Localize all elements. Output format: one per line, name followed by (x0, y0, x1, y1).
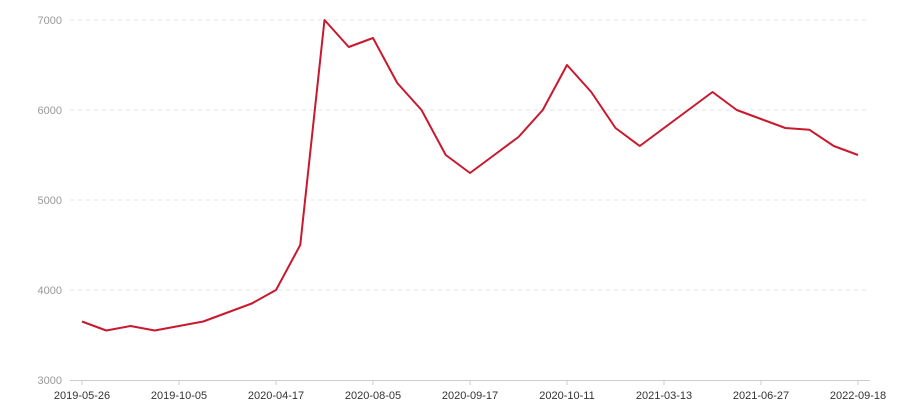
x-tick-label: 2020-10-11 (539, 390, 594, 400)
series-line (82, 20, 858, 331)
y-tick-label: 5000 (38, 195, 62, 207)
y-axis: 3000 4000 5000 6000 7000 (38, 15, 62, 387)
series (82, 20, 858, 331)
x-tick-label: 2022-09-18 (830, 390, 886, 400)
y-tick-label: 7000 (38, 15, 62, 27)
grid-lines (70, 20, 870, 290)
y-tick-label: 4000 (38, 285, 62, 297)
x-axis: 2019-05-26 2019-10-05 2020-04-17 2020-08-05… (54, 380, 886, 400)
y-tick-label: 3000 (38, 375, 62, 387)
x-tick-label: 2020-04-17 (248, 390, 304, 400)
x-tick-label: 2019-10-05 (151, 390, 207, 400)
x-tick-label: 2020-08-05 (345, 390, 401, 400)
x-tick-label: 2021-03-13 (636, 390, 692, 400)
x-tick-label: 2019-05-26 (54, 390, 110, 400)
x-tick-label: 2021-06-27 (733, 390, 789, 400)
y-tick-label: 6000 (38, 105, 62, 117)
x-tick-label: 2020-09-17 (442, 390, 498, 400)
